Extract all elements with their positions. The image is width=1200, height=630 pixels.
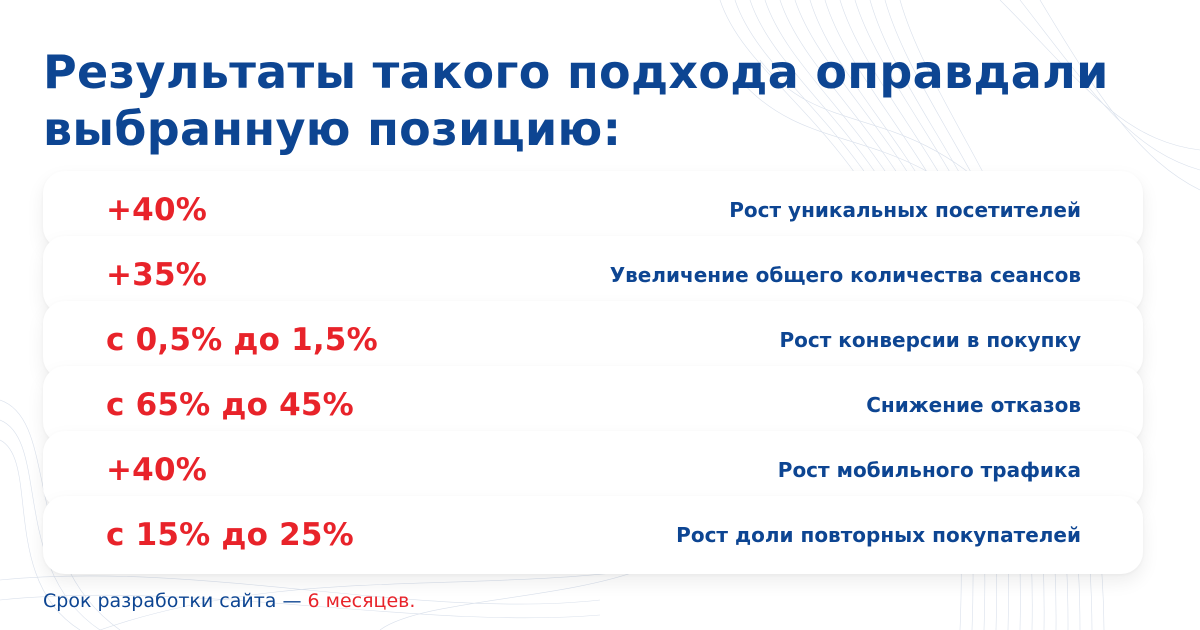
result-label: Снижение отказов [866,393,1081,417]
title-line-2: выбранную позицию: [43,102,622,156]
result-value: +40% [106,452,207,488]
result-value: с 15% до 25% [106,517,354,553]
result-value: с 65% до 45% [106,387,354,423]
result-label: Рост мобильного трафика [777,458,1081,482]
result-label: Рост доли повторных покупателей [676,523,1081,547]
result-value: с 0,5% до 1,5% [106,322,378,358]
result-label: Рост конверсии в покупку [779,328,1081,352]
development-term-note: Срок разработки сайта — 6 месяцев. [43,590,415,612]
footer-highlight: 6 месяцев. [307,590,416,612]
page-title: Результаты такого подхода оправдали выбр… [43,44,1163,158]
result-card: с 15% до 25% Рост доли повторных покупат… [43,496,1143,574]
result-value: +35% [106,257,207,293]
footer-text: Срок разработки сайта — [43,590,308,612]
result-label: Рост уникальных посетителей [729,198,1081,222]
result-label: Увеличение общего количества сеансов [609,263,1081,287]
result-value: +40% [106,192,207,228]
title-line-1: Результаты такого подхода оправдали [43,45,1109,99]
